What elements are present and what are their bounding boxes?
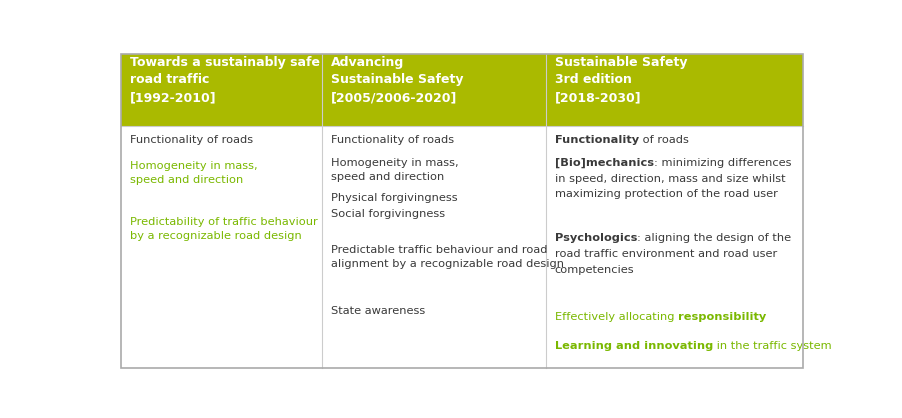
Text: Social forgivingness: Social forgivingness: [331, 209, 445, 219]
Text: Functionality of roads: Functionality of roads: [331, 135, 454, 145]
Bar: [322, 54, 547, 126]
Text: : aligning the design of the: : aligning the design of the: [637, 234, 791, 243]
Text: responsibility: responsibility: [677, 312, 766, 322]
Text: Towards a sustainably safe
road traffic
[1992-2010]: Towards a sustainably safe road traffic …: [130, 56, 319, 104]
Text: [Bio]mechanics: [Bio]mechanics: [555, 158, 654, 168]
Text: Homogeneity in mass,
speed and direction: Homogeneity in mass, speed and direction: [331, 158, 458, 182]
Text: Effectively allocating: Effectively allocating: [555, 312, 677, 322]
Text: Homogeneity in mass,
speed and direction: Homogeneity in mass, speed and direction: [130, 161, 257, 185]
Text: Functionality of roads: Functionality of roads: [130, 135, 253, 145]
Bar: [121, 54, 322, 126]
Text: : minimizing differences: : minimizing differences: [654, 158, 791, 168]
Text: in the traffic system: in the traffic system: [713, 341, 832, 351]
Text: of roads: of roads: [639, 135, 688, 145]
Text: Predictable traffic behaviour and road
alignment by a recognizable road design: Predictable traffic behaviour and road a…: [331, 245, 564, 269]
Text: Sustainable Safety
3rd edition
[2018-2030]: Sustainable Safety 3rd edition [2018-203…: [555, 56, 687, 104]
Text: State awareness: State awareness: [331, 306, 425, 316]
Text: maximizing protection of the road user: maximizing protection of the road user: [555, 189, 778, 199]
Text: Physical forgivingness: Physical forgivingness: [331, 193, 457, 203]
Text: road traffic environment and road user: road traffic environment and road user: [555, 249, 777, 259]
Text: Functionality: Functionality: [555, 135, 639, 145]
Text: Advancing
Sustainable Safety
[2005/2006-2020]: Advancing Sustainable Safety [2005/2006-…: [331, 56, 464, 104]
Text: Predictability of traffic behaviour
by a recognizable road design: Predictability of traffic behaviour by a…: [130, 217, 318, 241]
Text: competencies: competencies: [555, 265, 634, 275]
Text: Learning and innovating: Learning and innovating: [555, 341, 713, 351]
Text: Psychologics: Psychologics: [555, 234, 637, 243]
Text: in speed, direction, mass and size whilst: in speed, direction, mass and size whils…: [555, 173, 786, 184]
Bar: [547, 54, 804, 126]
